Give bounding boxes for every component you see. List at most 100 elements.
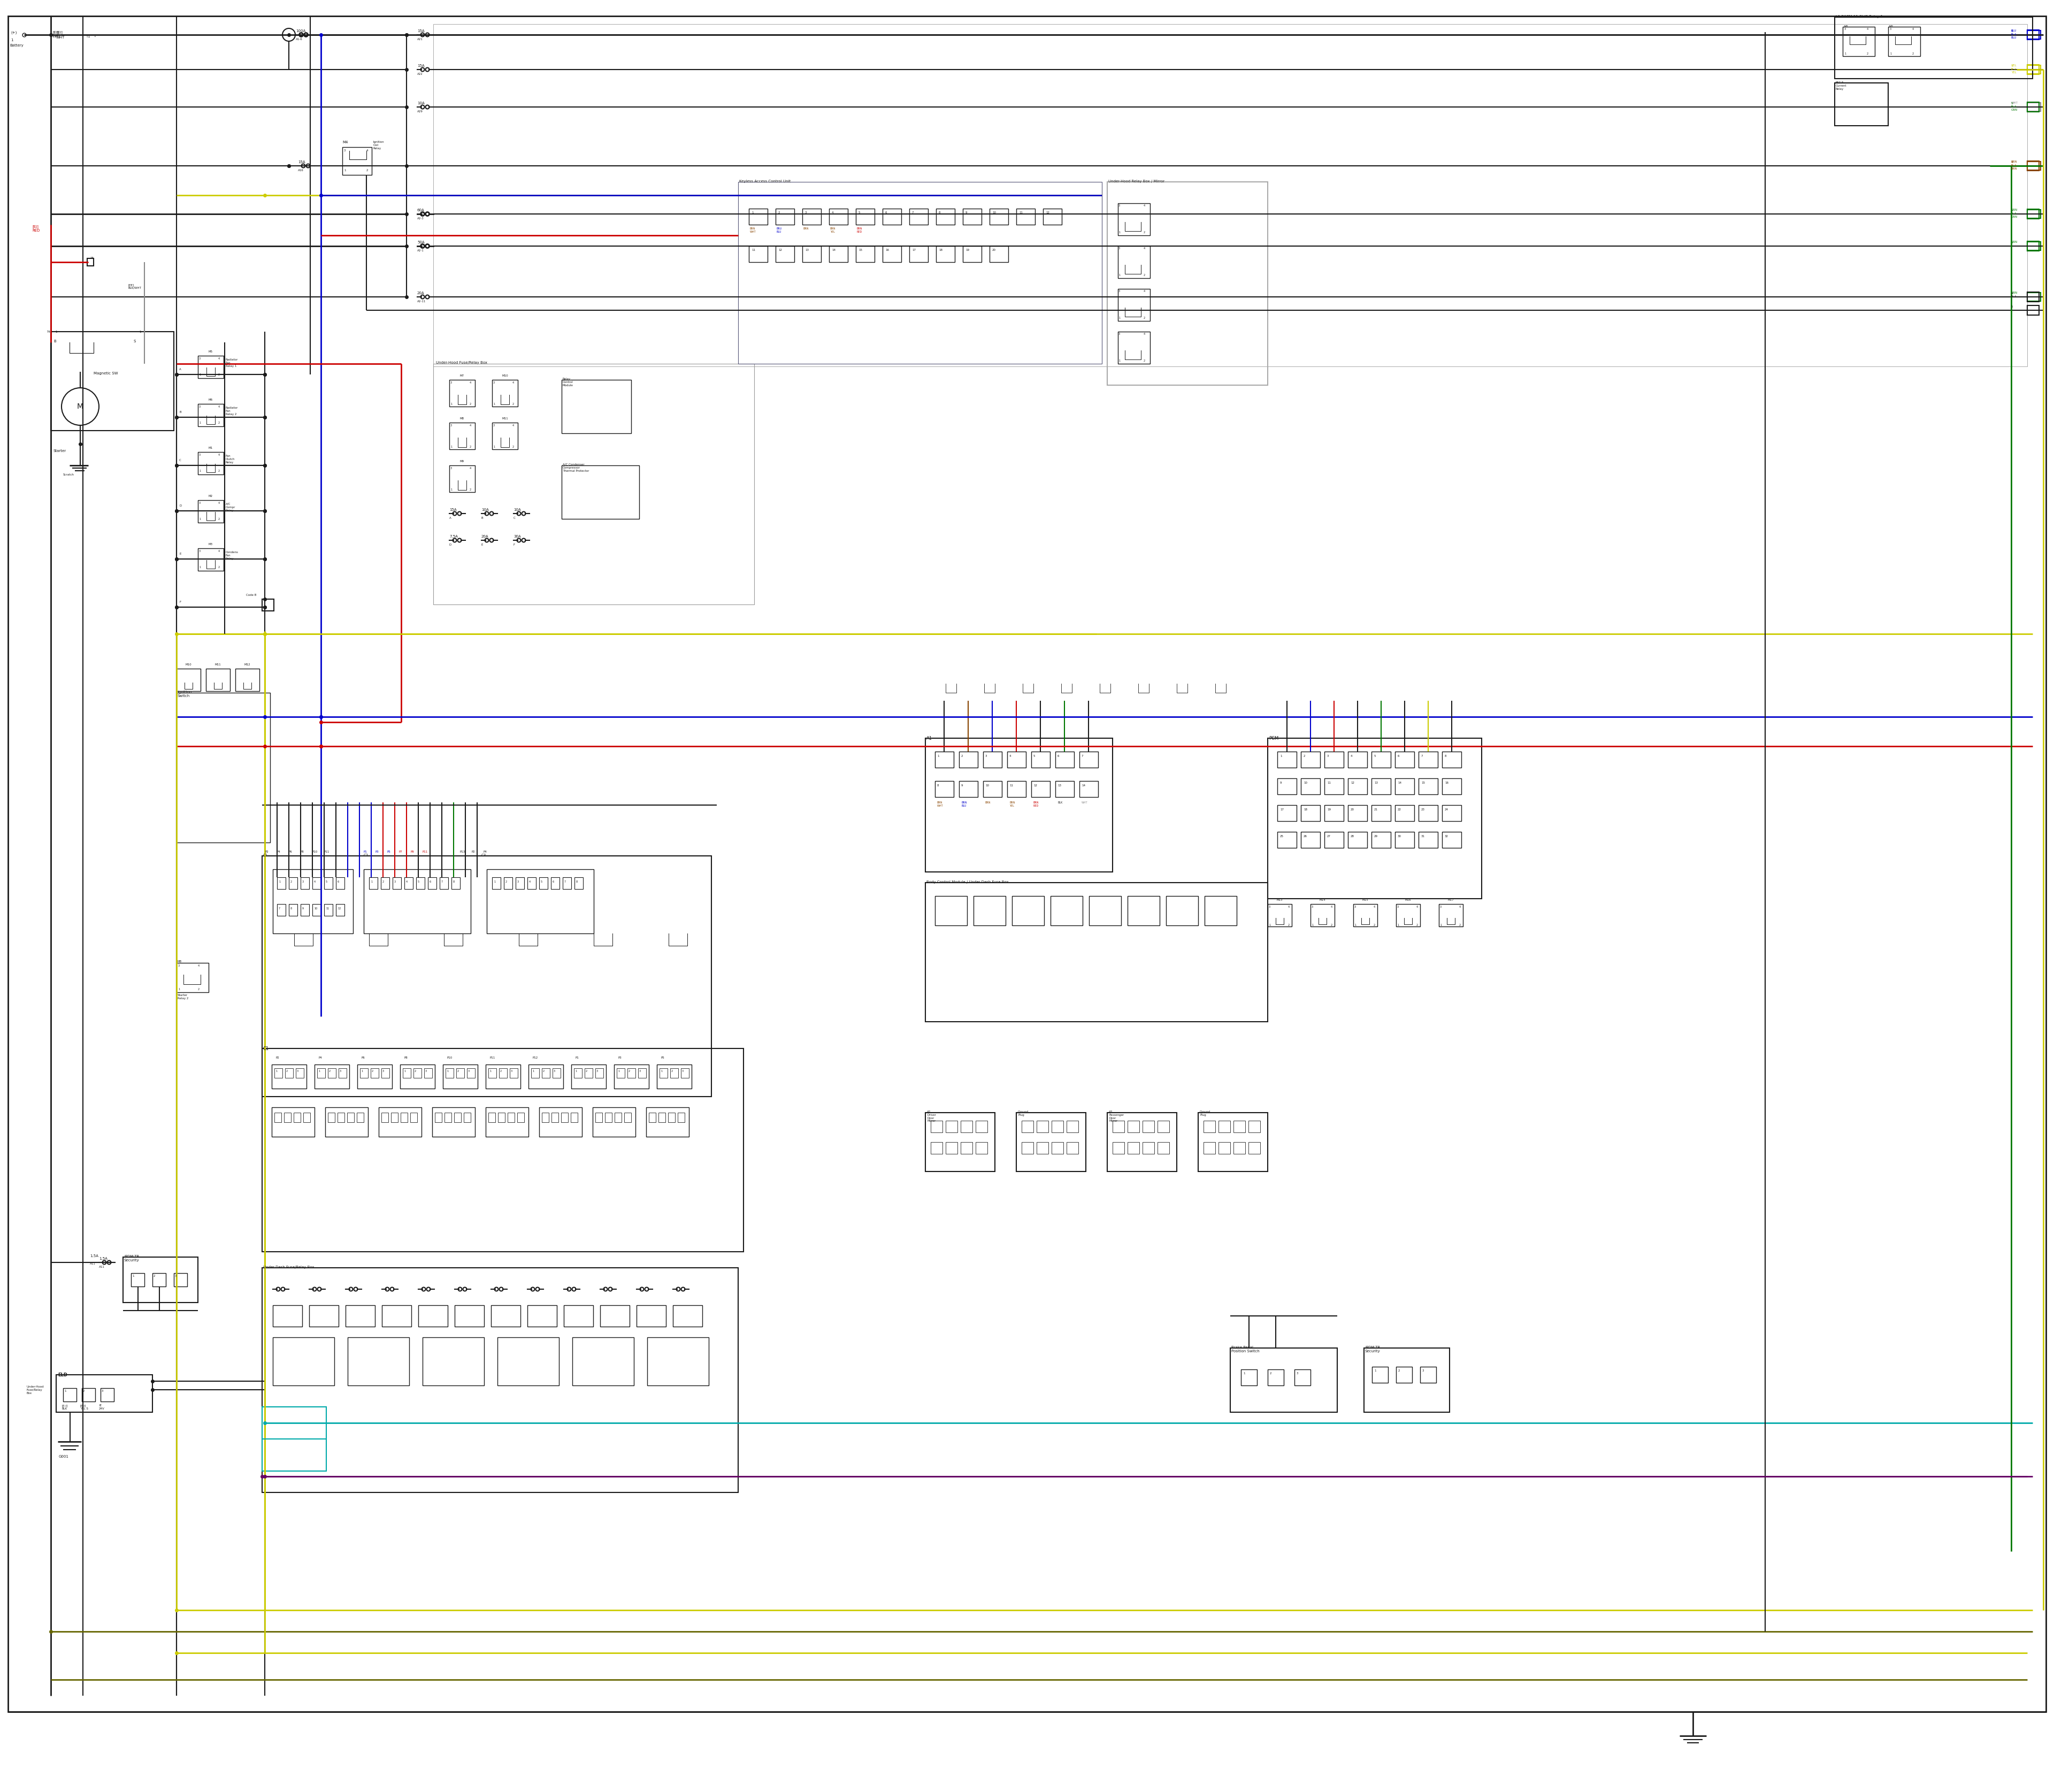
- Text: PCM: PCM: [1269, 737, 1278, 740]
- Bar: [419, 1305, 448, 1326]
- Bar: [1310, 903, 1335, 926]
- Bar: [961, 1142, 972, 1154]
- Bar: [487, 869, 594, 934]
- Bar: [649, 1113, 655, 1122]
- Bar: [538, 878, 548, 889]
- Text: BRN
RED: BRN RED: [857, 228, 863, 233]
- Bar: [937, 246, 955, 262]
- Bar: [444, 1064, 479, 1088]
- Bar: [674, 1305, 702, 1326]
- Bar: [1113, 1120, 1124, 1133]
- Bar: [300, 903, 310, 916]
- Bar: [271, 1064, 306, 1088]
- Text: S: S: [134, 340, 136, 342]
- Bar: [1347, 831, 1368, 848]
- Text: 10A: 10A: [514, 509, 522, 511]
- Bar: [489, 1113, 495, 1122]
- Bar: [1128, 1142, 1140, 1154]
- Bar: [1218, 1120, 1230, 1133]
- Text: 20: 20: [992, 249, 996, 251]
- Bar: [614, 1113, 622, 1122]
- Bar: [803, 208, 822, 224]
- Bar: [974, 896, 1006, 925]
- Bar: [382, 1305, 411, 1326]
- Bar: [550, 1113, 559, 1122]
- Bar: [1021, 1120, 1033, 1133]
- Text: M1: M1: [1844, 25, 1849, 29]
- Bar: [959, 781, 978, 797]
- Text: 19: 19: [1327, 808, 1331, 812]
- Bar: [626, 1068, 635, 1077]
- Bar: [337, 903, 345, 916]
- Text: 22: 22: [1397, 808, 1401, 812]
- Bar: [561, 466, 639, 520]
- Text: M3: M3: [210, 543, 214, 545]
- Bar: [1372, 751, 1391, 767]
- Text: [EI]
WHT: [EI] WHT: [53, 30, 62, 38]
- Bar: [382, 1113, 388, 1122]
- Text: Radiator
Fan
Relay 2: Radiator Fan Relay 2: [226, 407, 238, 416]
- Bar: [2027, 305, 2040, 315]
- Text: M13: M13: [1276, 898, 1282, 901]
- Bar: [503, 878, 511, 889]
- Text: IPDM-TR
Security: IPDM-TR Security: [1366, 1346, 1380, 1353]
- Bar: [1300, 751, 1321, 767]
- Bar: [1050, 896, 1082, 925]
- Bar: [1204, 1142, 1216, 1154]
- Bar: [236, 668, 259, 692]
- Bar: [1278, 805, 1296, 821]
- Bar: [2027, 210, 2040, 219]
- Bar: [175, 1272, 187, 1287]
- Bar: [1267, 1369, 1284, 1385]
- Bar: [131, 1272, 144, 1287]
- Bar: [573, 1337, 635, 1385]
- Text: P1: P1: [364, 851, 368, 853]
- Bar: [493, 878, 501, 889]
- Text: 32: 32: [1444, 835, 1448, 837]
- Bar: [659, 1068, 668, 1077]
- Text: A3
Passenger
Door
Mirror: A3 Passenger Door Mirror: [1109, 1111, 1124, 1122]
- Text: A11: A11: [90, 1262, 97, 1265]
- Bar: [2027, 161, 2040, 170]
- Text: 10: 10: [314, 907, 316, 910]
- Bar: [491, 1305, 520, 1326]
- Text: Under-Dash Fuse/Relay Box: Under-Dash Fuse/Relay Box: [263, 1265, 314, 1269]
- Bar: [1372, 831, 1391, 848]
- Bar: [668, 1113, 676, 1122]
- Bar: [1013, 896, 1043, 925]
- Text: 25: 25: [1280, 835, 1284, 837]
- Bar: [454, 1305, 485, 1326]
- Text: 11: 11: [327, 907, 329, 910]
- Bar: [263, 599, 273, 611]
- Bar: [357, 1064, 392, 1088]
- Bar: [1372, 1367, 1389, 1383]
- Bar: [1142, 1120, 1154, 1133]
- Bar: [1294, 1369, 1310, 1385]
- Text: Ground
Plug: Ground Plug: [1019, 1111, 1029, 1116]
- Text: WHT: WHT: [1082, 801, 1089, 805]
- Bar: [440, 878, 448, 889]
- Text: C1: C1: [263, 853, 269, 857]
- Bar: [1249, 1120, 1261, 1133]
- Bar: [507, 1113, 516, 1122]
- Text: C3: C3: [481, 853, 487, 857]
- Text: Ignition
Coil
Relay: Ignition Coil Relay: [374, 142, 384, 149]
- Text: P8: P8: [405, 1057, 407, 1059]
- Bar: [364, 869, 470, 934]
- Text: Under-Hood Relay Box / Mirror: Under-Hood Relay Box / Mirror: [1109, 179, 1165, 183]
- Bar: [2027, 30, 2040, 39]
- Bar: [290, 903, 298, 916]
- Text: ELD: ELD: [58, 1373, 68, 1378]
- Bar: [1267, 738, 1481, 898]
- Text: 1.5A: 1.5A: [90, 1254, 99, 1258]
- Text: 23: 23: [1421, 808, 1425, 812]
- Bar: [830, 208, 848, 224]
- Bar: [325, 878, 333, 889]
- Text: 30A: 30A: [514, 536, 522, 538]
- Bar: [857, 208, 875, 224]
- Text: C2: C2: [364, 853, 368, 857]
- Text: 21: 21: [1374, 808, 1378, 812]
- Bar: [433, 364, 754, 604]
- Bar: [1888, 27, 1920, 56]
- Bar: [647, 1337, 709, 1385]
